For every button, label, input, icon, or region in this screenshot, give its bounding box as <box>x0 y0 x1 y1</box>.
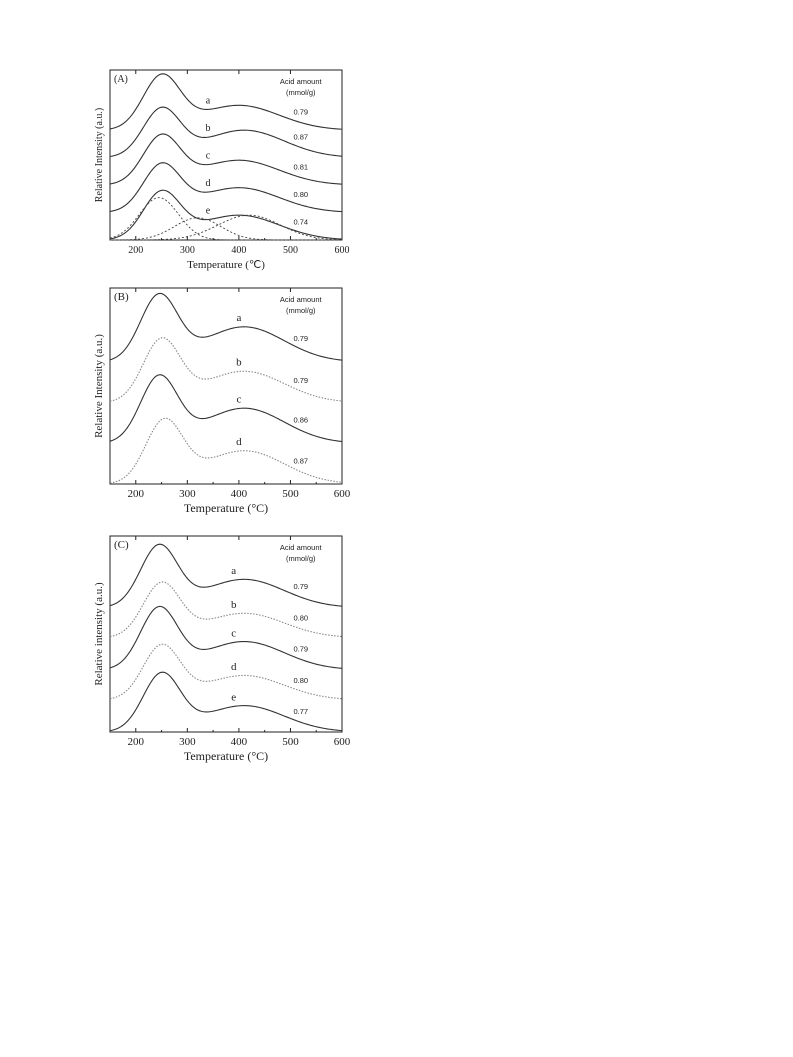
legend-title: (mmol/g) <box>286 88 316 97</box>
x-tick-label: 200 <box>128 736 145 748</box>
acid-amount-c: 0.86 <box>293 415 308 424</box>
series-line-e <box>109 189 343 240</box>
series-line-c <box>109 374 343 443</box>
deconvolution-peak-1 <box>109 197 342 241</box>
acid-amount-a: 0.79 <box>293 108 308 117</box>
acid-amount-e: 0.74 <box>293 217 308 226</box>
series-label-e: e <box>206 206 211 217</box>
panel-label: (C) <box>114 539 129 551</box>
series-line-a <box>109 292 343 361</box>
y-axis-label: Relative intensity (a.u.) <box>93 582 105 686</box>
x-axis-label: Temperature (°C) <box>184 749 268 763</box>
series-line-a <box>109 543 343 607</box>
legend-title: Acid amount <box>280 543 323 552</box>
series-label-b: b <box>236 356 242 368</box>
x-tick-label: 500 <box>282 488 299 500</box>
x-tick-label: 300 <box>179 736 196 748</box>
y-axis-label: Relative Intensity (a.u.) <box>94 108 105 202</box>
chart-panel-a: (A) 200 300 400 500 600 Temperature (℃) Relativ… <box>92 66 354 278</box>
x-axis-label: Temperature (℃) <box>187 259 265 271</box>
panel-label: (B) <box>114 291 129 303</box>
series-label-a: a <box>206 95 211 106</box>
series-line-e <box>109 671 343 732</box>
series-line-c <box>109 605 343 669</box>
y-axis-label: Relative Intensity (a.u.) <box>93 334 105 438</box>
acid-amount-e: 0.77 <box>293 707 308 716</box>
acid-amount-a: 0.79 <box>293 582 308 591</box>
series-line-d <box>109 162 343 213</box>
acid-amount-d: 0.80 <box>293 676 308 685</box>
x-tick-label: 200 <box>128 488 145 500</box>
deconvolution-peak-3 <box>110 214 343 241</box>
chart-a-svg: (A) 200 300 400 500 600 Temperature (℃) Relativ… <box>94 69 350 271</box>
acid-amount-b: 0.87 <box>293 132 308 141</box>
chart-b-svg: (B) 200 300 400 500 600 Temperature (°C) Relati… <box>93 287 351 515</box>
series-label-a: a <box>236 312 241 324</box>
series-label-d: d <box>236 436 242 448</box>
series-label-b: b <box>231 599 237 611</box>
series-line-c <box>109 133 343 185</box>
legend-title: (mmol/g) <box>286 554 316 563</box>
series-label-c: c <box>231 627 236 639</box>
acid-amount-d: 0.87 <box>293 457 308 466</box>
series-label-d: d <box>231 661 237 673</box>
chart-panel-c: (C) 200 300 400 500 600 Temperature (°C) Relati… <box>92 532 354 770</box>
series-line-d <box>109 417 343 484</box>
legend-title: (mmol/g) <box>286 306 316 315</box>
x-tick-label: 500 <box>282 736 299 748</box>
x-tick-label: 500 <box>283 245 298 256</box>
x-tick-label: 600 <box>334 736 351 748</box>
series-label-e: e <box>231 691 236 703</box>
x-tick-label: 400 <box>231 736 248 748</box>
x-tick-label: 400 <box>231 488 248 500</box>
acid-amount-c: 0.79 <box>293 644 308 653</box>
series-line-b <box>109 337 343 402</box>
chart-panel-b: (B) 200 300 400 500 600 Temperature (°C) Relati… <box>92 284 354 522</box>
series-label-c: c <box>206 151 211 162</box>
plot-frame <box>109 287 343 485</box>
legend-title: Acid amount <box>280 295 323 304</box>
series-label-a: a <box>231 565 236 577</box>
x-tick-label: 400 <box>231 245 246 256</box>
series-line-a <box>109 73 343 130</box>
acid-amount-b: 0.79 <box>293 376 308 385</box>
series-label-c: c <box>236 393 241 405</box>
chart-c-svg: (C) 200 300 400 500 600 Temperature (°C) Relati… <box>93 535 351 763</box>
legend-title: Acid amount <box>280 77 323 86</box>
series-label-b: b <box>205 123 210 134</box>
panel-label: (A) <box>114 74 128 85</box>
plot-frame <box>109 535 343 733</box>
x-tick-label: 300 <box>180 245 195 256</box>
series-label-d: d <box>205 178 210 189</box>
acid-amount-d: 0.80 <box>293 190 308 199</box>
acid-amount-c: 0.81 <box>293 162 308 171</box>
series-line-b <box>109 106 343 158</box>
x-tick-label: 600 <box>334 488 351 500</box>
x-tick-label: 200 <box>128 245 143 256</box>
x-tick-label: 600 <box>335 245 350 256</box>
acid-amount-b: 0.80 <box>293 614 308 623</box>
x-tick-label: 300 <box>179 488 196 500</box>
x-axis-label: Temperature (°C) <box>184 501 268 515</box>
acid-amount-a: 0.79 <box>293 334 308 343</box>
